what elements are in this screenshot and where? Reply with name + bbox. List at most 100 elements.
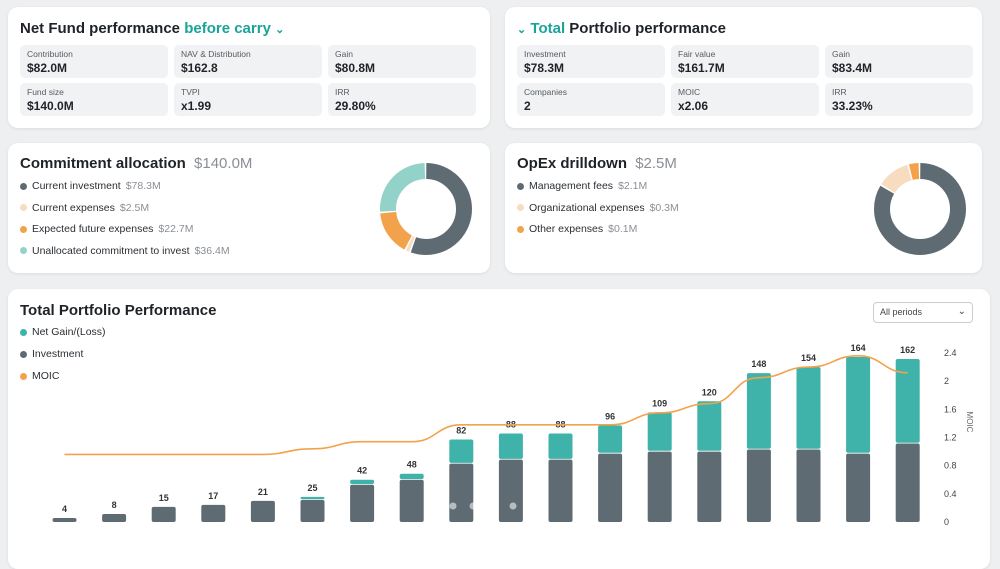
net-fund-stat-label: TVPI [181, 87, 200, 97]
portfolio-stat-label: Companies [524, 87, 567, 97]
portfolio-stat-label: Gain [832, 49, 850, 59]
net-fund-stat-tile: Fund size $140.0M [20, 83, 168, 116]
total-portfolio-card: ⌄ Total Portfolio performance Investment… [505, 7, 982, 128]
commitment-legend-label: Unallocated commitment to invest [32, 244, 190, 257]
commitment-legend-label: Current expenses [32, 201, 115, 214]
total-portfolio-title-row[interactable]: ⌄ Total Portfolio performance [517, 20, 726, 37]
net-fund-stat-label: Fund size [27, 87, 64, 97]
commitment-legend-item[interactable]: Current investment $78.3M [20, 180, 161, 192]
commitment-total: $140.0M [194, 155, 253, 172]
net-fund-stat-tile: NAV & Distribution $162.8 [174, 45, 322, 78]
opex-legend-amount: $0.1M [608, 223, 638, 235]
net-fund-stat-tile: IRR 29.80% [328, 83, 476, 116]
opex-legend-dot [517, 182, 524, 190]
portfolio-stat-tile: Gain $83.4M [825, 45, 973, 78]
commitment-legend-dot [20, 204, 27, 211]
portfolio-stat-label: Fair value [678, 49, 716, 59]
opex-donut-segment[interactable] [874, 163, 966, 255]
opex-donut-chart[interactable] [870, 159, 970, 259]
net-fund-stat-tile: Contribution $82.0M [20, 45, 168, 78]
opex-total: $2.5M [635, 155, 677, 172]
opex-legend-item[interactable]: Other expenses $0.1M [517, 223, 637, 235]
opex-title: OpEx drilldown [517, 155, 628, 172]
commitment-legend-dot [20, 247, 27, 254]
opex-legend-amount: $2.1M [618, 180, 648, 192]
portfolio-stat-value: $83.4M [832, 61, 873, 75]
net-fund-stat-label: IRR [335, 87, 350, 97]
opex-legend-label: Management fees [529, 180, 614, 192]
portfolio-stat-value: $161.7M [678, 61, 725, 75]
portfolio-stat-value: $78.3M [524, 61, 565, 75]
portfolio-stat-value: 33.23% [832, 99, 873, 113]
carry-mode-dropdown[interactable]: before carry [184, 20, 271, 37]
commitment-title-row: Commitment allocation $140.0M [20, 155, 252, 172]
commitment-legend-amount: $2.5M [119, 201, 150, 214]
net-fund-stat-value: $82.0M [27, 61, 68, 75]
net-fund-stat-value: $162.8 [181, 61, 218, 75]
commitment-legend-label: Expected future expenses [32, 223, 154, 235]
opex-legend-label: Other expenses [529, 223, 604, 235]
chevron-down-icon[interactable]: ⌄ [275, 24, 285, 36]
opex-legend-dot [517, 225, 524, 233]
commitment-donut-chart[interactable] [376, 159, 476, 259]
commitment-legend-amount: $36.4M [194, 244, 230, 257]
period-select-value: All periods [880, 307, 923, 317]
performance-card: Total Portfolio Performance Net Gain/(Lo… [8, 289, 990, 569]
portfolio-stat-value: 2 [524, 99, 531, 113]
net-fund-stat-tile: Gain $80.8M [328, 45, 476, 78]
net-fund-stat-value: $140.0M [27, 99, 74, 113]
portfolio-stat-tile: MOIC x2.06 [671, 83, 819, 116]
net-fund-stat-tile: TVPI x1.99 [174, 83, 322, 116]
portfolio-stat-tile: Fair value $161.7M [671, 45, 819, 78]
performance-title: Total Portfolio Performance [20, 302, 217, 319]
commitment-legend-amount: $78.3M [125, 180, 161, 192]
performance-legend-dot [20, 350, 27, 358]
opex-title-row: OpEx drilldown $2.5M [517, 155, 677, 172]
net-fund-title: Net Fund performance [20, 20, 181, 37]
performance-legend-item[interactable]: Net Gain/(Loss) [20, 326, 106, 338]
portfolio-stat-label: MOIC [678, 87, 701, 97]
commitment-legend-amount: $22.7M [158, 223, 194, 235]
commitment-card: Commitment allocation $140.0M Current in… [8, 143, 490, 273]
net-fund-title-row[interactable]: Net Fund performance before carry ⌄ [20, 20, 284, 37]
opex-legend-amount: $0.3M [649, 201, 679, 214]
performance-legend-item[interactable]: Investment [20, 348, 83, 360]
commitment-legend-item[interactable]: Unallocated commitment to invest $36.4M [20, 245, 230, 257]
portfolio-stat-tile: Investment $78.3M [517, 45, 665, 78]
portfolio-stat-value: x2.06 [678, 99, 709, 113]
performance-legend-label: Net Gain/(Loss) [32, 326, 106, 338]
commitment-legend-item[interactable]: Current expenses $2.5M [20, 202, 149, 214]
performance-legend-dot [20, 372, 27, 380]
opex-legend-item[interactable]: Management fees $2.1M [517, 180, 647, 192]
commitment-donut-segment[interactable] [380, 163, 472, 255]
opex-card: OpEx drilldown $2.5M Management fees $2.1… [505, 143, 982, 273]
commitment-legend-label: Current investment [32, 180, 121, 192]
net-fund-card: Net Fund performance before carry ⌄ Cont… [8, 7, 490, 128]
net-fund-stat-value: x1.99 [181, 99, 212, 113]
net-fund-stat-label: NAV & Distribution [181, 49, 251, 59]
portfolio-stat-label: Investment [524, 49, 566, 59]
performance-legend-label: Investment [32, 348, 84, 360]
opex-legend-item[interactable]: Organizational expenses $0.3M [517, 202, 679, 214]
portfolio-stat-tile: IRR 33.23% [825, 83, 973, 116]
net-fund-stat-value: 29.80% [335, 99, 376, 113]
portfolio-stat-label: IRR [832, 87, 847, 97]
net-fund-stat-label: Gain [335, 49, 353, 59]
commitment-legend-item[interactable]: Expected future expenses $22.7M [20, 223, 193, 235]
commitment-title: Commitment allocation [20, 155, 186, 172]
performance-legend-dot [20, 328, 27, 336]
total-portfolio-title: Portfolio performance [569, 20, 726, 37]
net-fund-stat-label: Contribution [27, 49, 73, 59]
performance-legend-label: MOIC [32, 370, 60, 382]
commitment-legend-dot [20, 225, 27, 233]
chevron-down-icon[interactable]: ⌄ [517, 24, 527, 36]
period-select[interactable]: All periods ⌄ [873, 302, 973, 323]
commitment-legend-dot [20, 182, 27, 190]
opex-legend-label: Organizational expenses [529, 201, 645, 214]
chevron-down-icon: ⌄ [957, 306, 966, 317]
opex-legend-dot [517, 204, 524, 211]
net-fund-stat-value: $80.8M [335, 61, 376, 75]
portfolio-stat-tile: Companies 2 [517, 83, 665, 116]
commitment-donut-segment[interactable] [380, 163, 472, 255]
performance-legend-item[interactable]: MOIC [20, 370, 59, 382]
